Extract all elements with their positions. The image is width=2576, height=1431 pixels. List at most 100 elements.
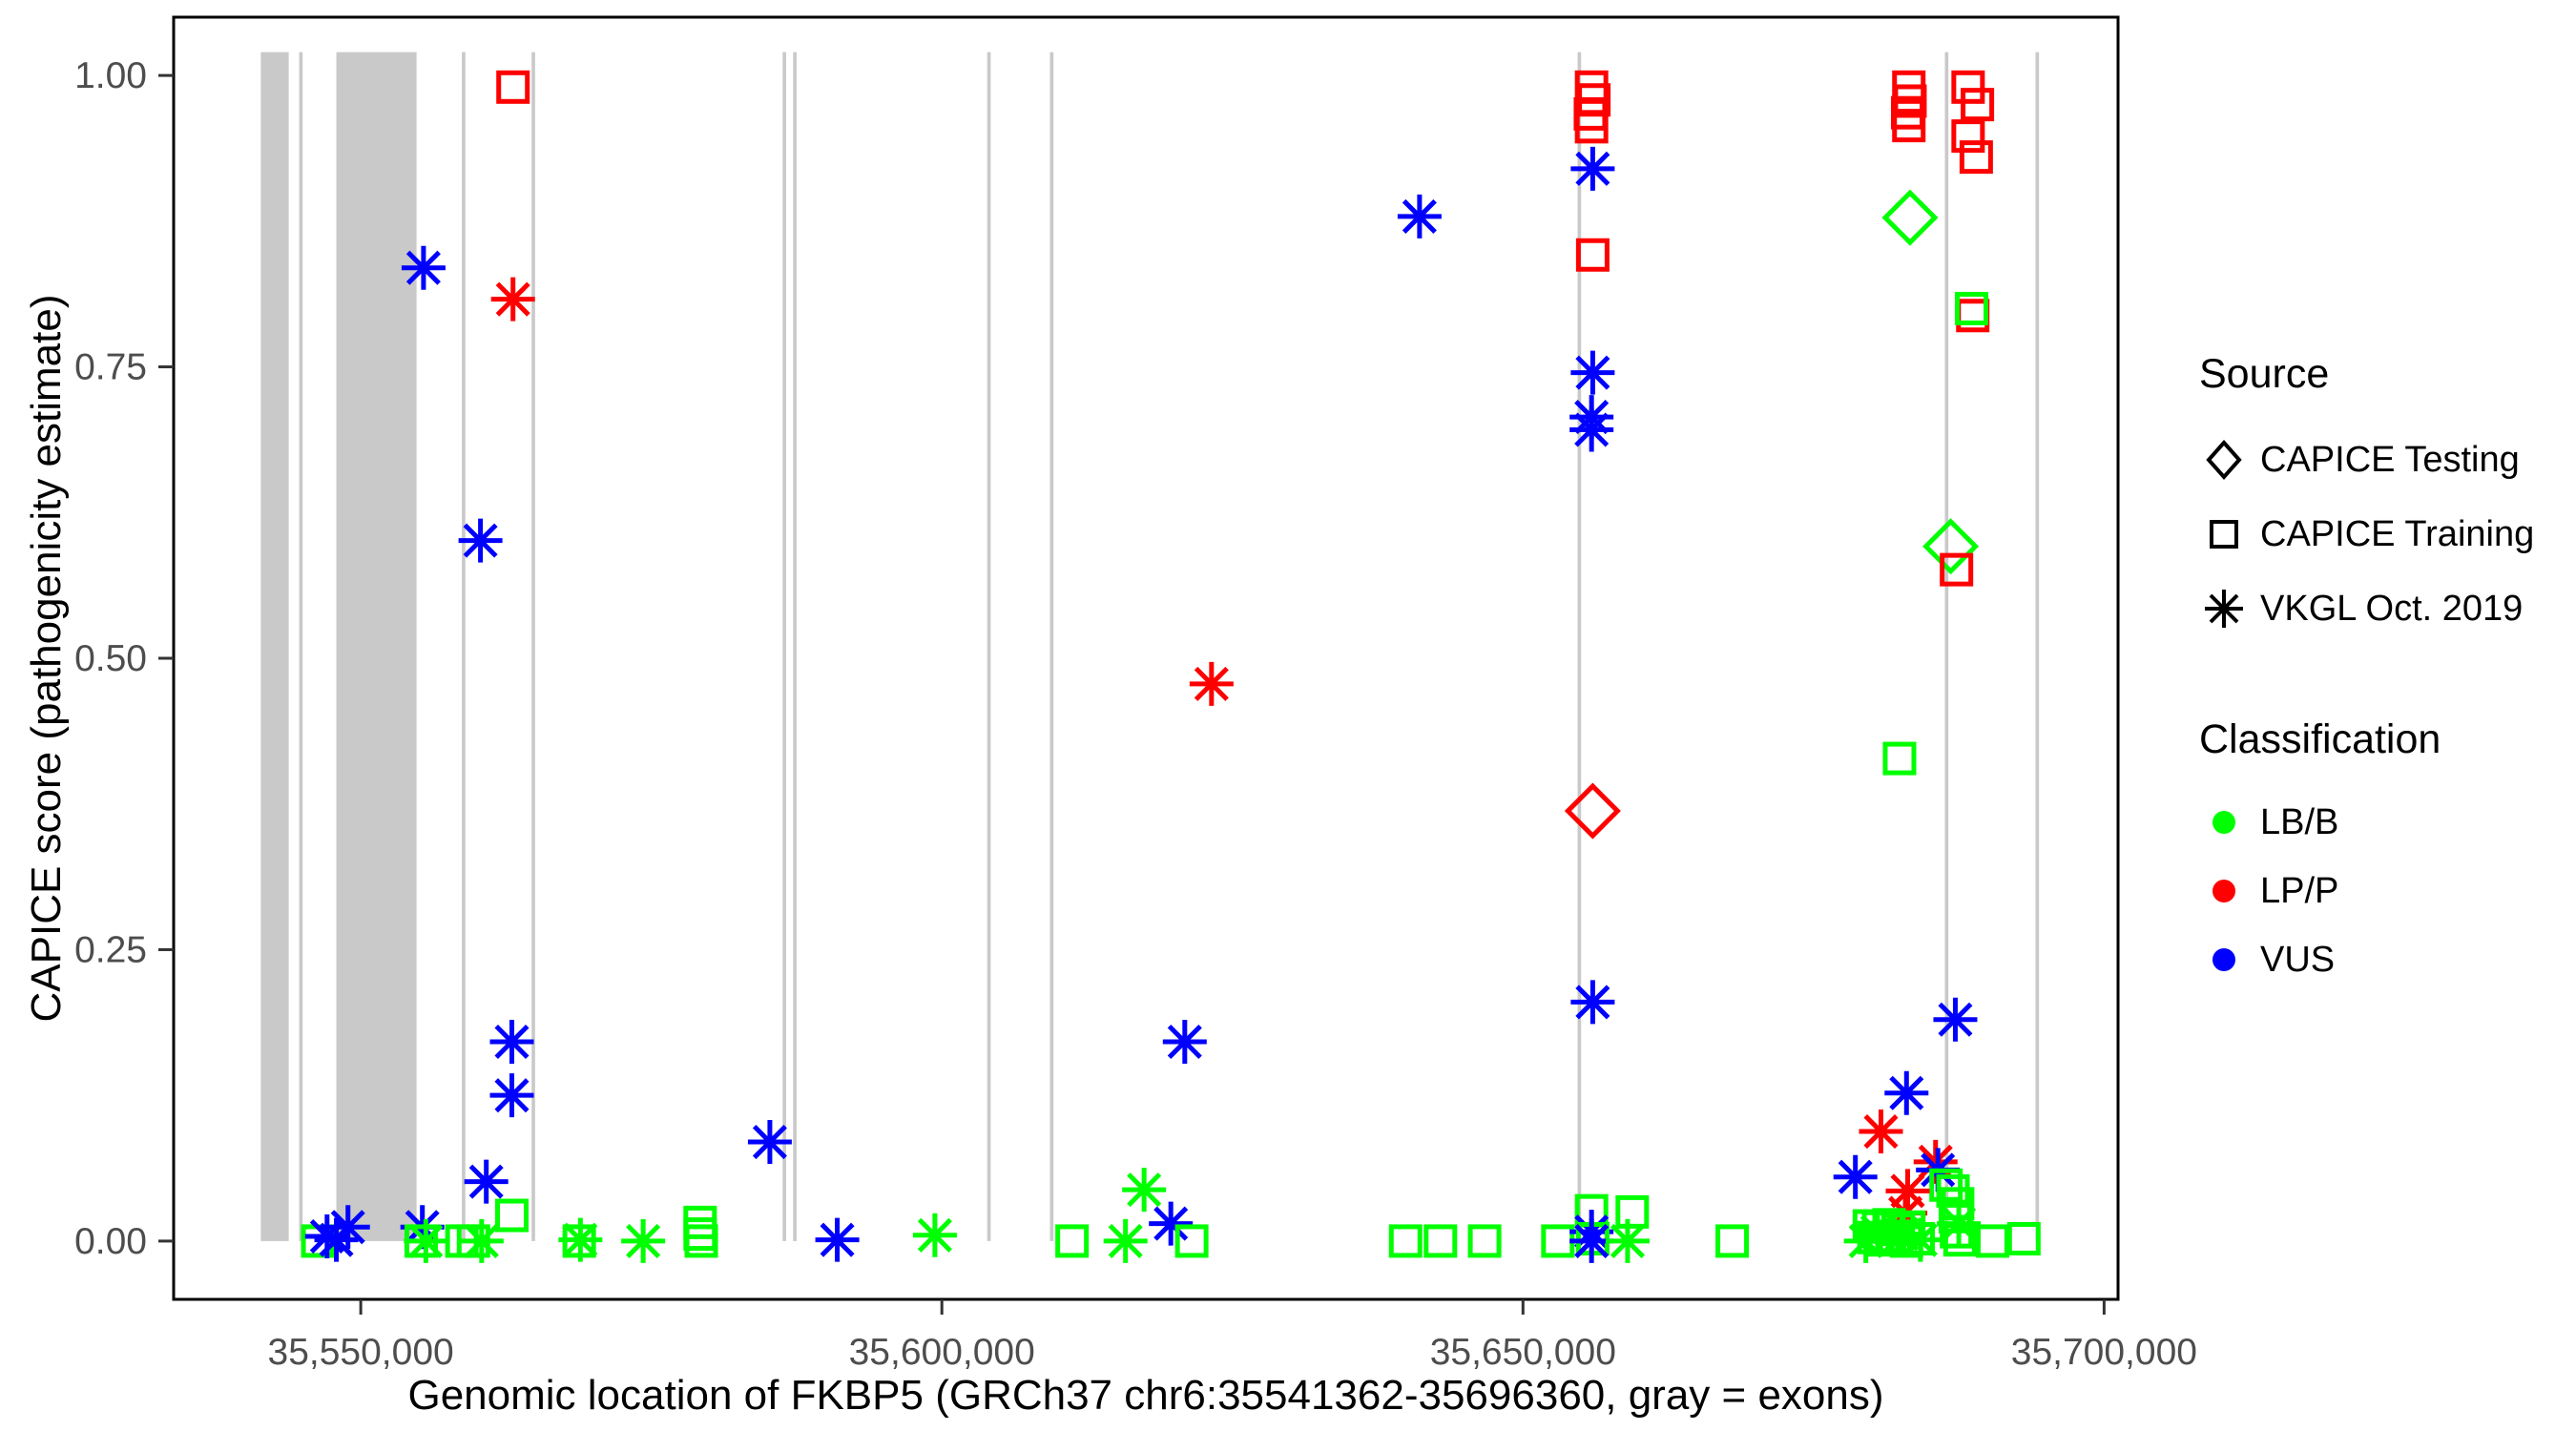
legend-item-capice-training: CAPICE Training — [2199, 497, 2571, 571]
data-point — [1961, 88, 1995, 122]
exon-band — [260, 52, 289, 1241]
red-dot-icon — [2199, 866, 2260, 916]
exon-band — [462, 52, 466, 1241]
data-point — [1884, 1070, 1929, 1115]
x-tick-label: 35,600,000 — [849, 1332, 1035, 1373]
data-point — [1922, 518, 1980, 575]
legend-item-label: VKGL Oct. 2019 — [2260, 588, 2524, 629]
data-point — [489, 1019, 534, 1064]
legend-classification-title: Classification — [2199, 716, 2441, 762]
x-tick-label: 35,550,000 — [268, 1332, 454, 1373]
data-point — [1715, 1224, 1750, 1258]
data-point — [683, 1217, 717, 1252]
legend-item-label: CAPICE Testing — [2260, 439, 2520, 480]
data-point — [1162, 1019, 1207, 1064]
data-point — [464, 1159, 509, 1204]
legend-classification-block: Classification LB/B LP/P VUS — [2199, 716, 2571, 994]
exon-band — [1049, 52, 1054, 1241]
exon-band — [336, 52, 417, 1241]
data-point — [1859, 1110, 1903, 1154]
data-point — [1951, 119, 1985, 154]
data-point — [1189, 661, 1234, 706]
y-tick-label: 0.75 — [74, 347, 147, 388]
data-point — [1055, 1224, 1090, 1258]
data-point — [1467, 1224, 1502, 1258]
legend-item-label: CAPICE Training — [2260, 513, 2535, 554]
data-point — [2006, 1221, 2041, 1255]
data-point — [1882, 741, 1917, 776]
exon-band — [1577, 52, 1582, 1241]
legend-item-vus: VUS — [2199, 925, 2571, 994]
data-point — [1570, 350, 1615, 395]
data-point — [1956, 299, 1990, 333]
data-point — [489, 1073, 534, 1118]
asterisk-icon — [2199, 584, 2260, 633]
data-point — [1569, 1218, 1614, 1263]
data-point — [1959, 140, 1993, 175]
data-point — [1149, 1201, 1194, 1246]
data-point — [1397, 194, 1442, 238]
legend-item-lbb: LB/B — [2199, 788, 2571, 857]
data-point — [1570, 146, 1615, 191]
data-point — [1843, 1218, 1888, 1263]
data-point — [1898, 1217, 1942, 1262]
data-point — [683, 1205, 717, 1239]
exon-band — [531, 52, 535, 1241]
data-point — [1575, 238, 1610, 272]
legend-item-label: VUS — [2260, 939, 2336, 980]
data-point — [1605, 1218, 1650, 1263]
x-tick-label: 35,650,000 — [1430, 1332, 1616, 1373]
exon-band — [793, 52, 797, 1241]
data-point — [621, 1218, 666, 1263]
data-point — [1541, 1224, 1575, 1258]
legend-item-capice-testing: CAPICE Testing — [2199, 423, 2571, 497]
exon-band — [2035, 52, 2040, 1241]
data-point — [496, 70, 530, 104]
data-point — [1880, 1212, 1924, 1256]
data-point — [1892, 109, 1926, 143]
data-point — [458, 518, 503, 563]
legend: Source CAPICE Testing CAPICE Training — [2199, 351, 2571, 994]
data-point — [747, 1120, 792, 1165]
legend-item-lpp: LP/P — [2199, 857, 2571, 925]
data-point — [1174, 1224, 1209, 1258]
data-point — [1940, 1214, 1974, 1249]
y-axis-title: CAPICE score (pathogenicity estimate) — [23, 294, 70, 1023]
y-tick-label: 0.00 — [74, 1221, 147, 1262]
data-point — [401, 245, 446, 290]
green-dot-icon — [2199, 798, 2260, 847]
data-point — [1103, 1218, 1148, 1263]
x-tick-label: 35,700,000 — [2011, 1332, 2197, 1373]
data-point — [1929, 1168, 1963, 1202]
data-point — [1942, 1223, 1977, 1257]
exon-band — [1944, 52, 1949, 1241]
data-point — [1975, 1224, 2009, 1258]
data-point — [562, 1224, 596, 1258]
diamond-icon — [2199, 435, 2260, 485]
exon-band — [987, 52, 991, 1241]
data-point — [684, 1224, 718, 1258]
data-point — [1388, 1224, 1423, 1258]
y-tick-label: 0.25 — [74, 929, 147, 970]
data-point — [1564, 782, 1621, 840]
data-point — [1955, 291, 1989, 325]
legend-item-label: LB/B — [2260, 801, 2339, 842]
data-point — [459, 1218, 504, 1263]
data-point — [1885, 1169, 1930, 1213]
data-point — [1615, 1194, 1650, 1229]
data-point — [490, 277, 535, 321]
legend-source-block: Source CAPICE Testing CAPICE Training — [2199, 351, 2571, 646]
data-point — [404, 1218, 448, 1263]
square-icon — [2199, 509, 2260, 559]
data-point — [1570, 980, 1615, 1025]
y-tick-label: 1.00 — [74, 55, 147, 96]
data-point — [1940, 552, 1974, 587]
x-axis-title: Genomic location of FKBP5 (GRCh37 chr6:3… — [407, 1372, 1884, 1419]
legend-item-vkgl: VKGL Oct. 2019 — [2199, 571, 2571, 646]
data-point — [815, 1217, 860, 1262]
data-point — [1951, 70, 1985, 104]
exon-band — [782, 52, 786, 1241]
data-point — [494, 1198, 529, 1233]
